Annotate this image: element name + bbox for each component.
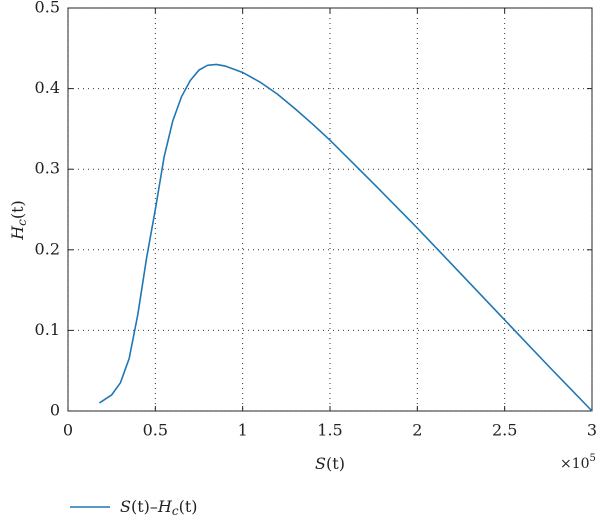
x-tick-label: 2: [412, 421, 422, 440]
legend-part: c: [172, 504, 179, 518]
y-axis-label: Hc(t): [8, 200, 29, 241]
legend-label: S(t)–Hc(t): [120, 497, 198, 518]
multiplier-base: ×10: [560, 456, 590, 472]
y-tick-label: 0.4: [35, 78, 60, 97]
y-tick-label: 0.1: [35, 320, 60, 339]
legend-part: H: [157, 497, 173, 516]
x-tick-label: 0.5: [143, 421, 168, 440]
y-tick-label: 0.5: [35, 0, 60, 17]
x-multiplier: ×105: [560, 453, 596, 473]
y-tick-label: 0.2: [35, 239, 60, 258]
multiplier-exp: 5: [590, 453, 596, 464]
data-line: [98, 63, 593, 412]
x-tick-label: 1.5: [317, 421, 342, 440]
x-label-part: (t): [326, 454, 345, 473]
x-axis-label: S(t): [315, 454, 345, 473]
y-tick-label: 0.3: [35, 159, 60, 178]
x-tick-label: 0: [63, 421, 73, 440]
x-tick-label: 3: [587, 421, 597, 440]
y-tick-label: 0: [50, 401, 60, 420]
y-label-part: (t): [8, 200, 27, 219]
y-label-part: c: [15, 219, 29, 226]
x-label-part: S: [315, 454, 326, 473]
legend-part: (t)–: [131, 497, 158, 516]
legend-part: S: [120, 497, 131, 516]
y-label-part: H: [8, 225, 27, 241]
x-tick-label: 2.5: [492, 421, 517, 440]
x-tick-label: 1: [238, 421, 248, 440]
legend-part: (t): [179, 497, 198, 516]
